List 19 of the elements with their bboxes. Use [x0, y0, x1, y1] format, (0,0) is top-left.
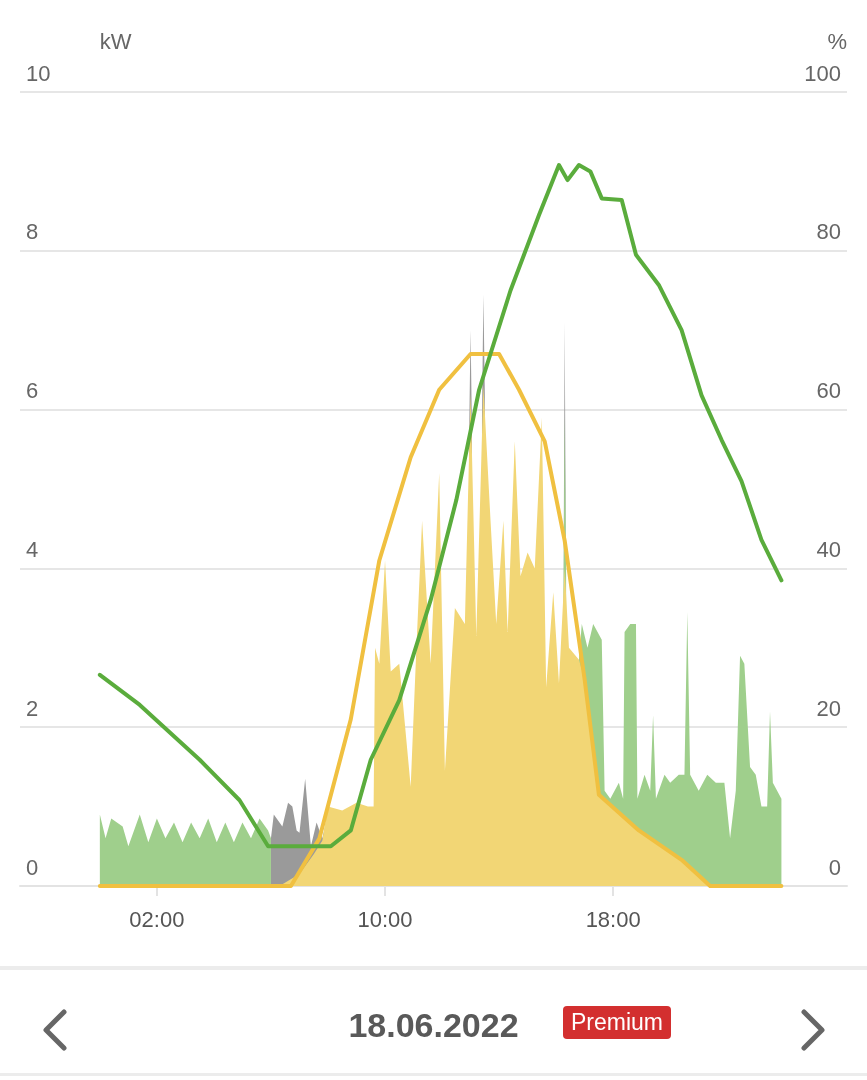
y2-tick-label: 100 [804, 60, 841, 86]
y2-tick-label: 80 [816, 219, 841, 245]
x-tick-label: 10:00 [357, 906, 413, 932]
x-tick-label: 02:00 [129, 906, 185, 932]
y2-axis-title: % [827, 28, 847, 54]
y2-tick-label: 60 [816, 378, 841, 404]
y-tick-label: 6 [26, 378, 39, 404]
y2-tick-label: 40 [816, 536, 841, 562]
x-tick-label: 18:00 [585, 906, 641, 932]
y-tick-label: 8 [26, 219, 39, 245]
y-tick-label: 2 [26, 695, 39, 721]
y-tick-label: 4 [26, 536, 39, 562]
y-tick-label: 10 [26, 60, 51, 86]
y-axis-title: kW [99, 28, 132, 54]
y2-tick-label: 0 [828, 854, 841, 880]
text: Premium [563, 1006, 672, 1039]
y2-tick-label: 20 [816, 695, 841, 721]
y-tick-label: 0 [26, 854, 39, 880]
text: 18.06.2022 [348, 1006, 519, 1045]
